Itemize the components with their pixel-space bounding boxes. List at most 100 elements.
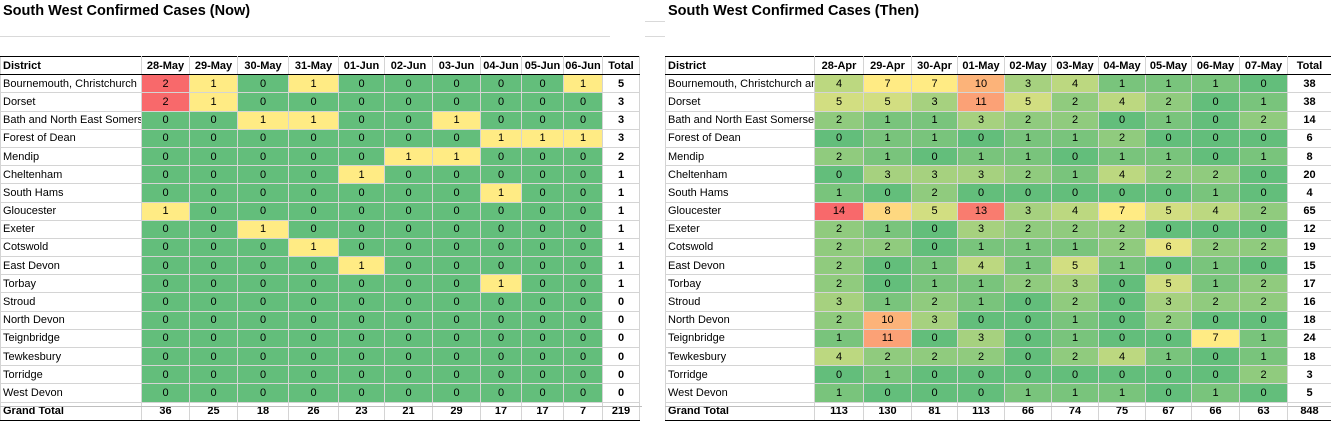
case-count-cell: 0 [1099, 275, 1146, 293]
district-name-cell: Teignbridge [666, 329, 815, 347]
case-count-cell: 0 [481, 238, 522, 256]
case-count-cell: 5 [1146, 202, 1192, 220]
case-count-cell: 3 [864, 166, 912, 184]
case-count-cell: 7 [1192, 329, 1240, 347]
case-count-cell: 3 [1146, 293, 1192, 311]
case-count-cell: 0 [1240, 184, 1288, 202]
case-count-cell: 5 [1005, 93, 1052, 111]
row-total-cell: 17 [1288, 275, 1331, 293]
case-count-cell: 4 [1052, 75, 1099, 93]
case-count-cell: 0 [339, 348, 385, 366]
case-count-cell: 0 [142, 111, 190, 129]
case-count-cell: 0 [522, 311, 564, 329]
case-count-cell: 2 [1146, 93, 1192, 111]
case-count-cell: 0 [1005, 348, 1052, 366]
date-header: 02-Jun [385, 57, 433, 75]
case-count-cell: 0 [433, 220, 481, 238]
case-count-cell: 0 [339, 366, 385, 384]
case-count-cell: 0 [385, 275, 433, 293]
case-count-cell: 0 [1146, 366, 1192, 384]
case-count-cell: 0 [385, 111, 433, 129]
case-count-cell: 0 [564, 311, 603, 329]
grand-total-cell: 63 [1240, 402, 1288, 420]
case-count-cell: 0 [564, 293, 603, 311]
row-total-cell: 1 [603, 257, 640, 275]
row-total-cell: 20 [1288, 166, 1331, 184]
grand-total-sum: 219 [603, 402, 640, 420]
case-count-cell: 3 [1052, 275, 1099, 293]
row-total-cell: 3 [603, 129, 640, 147]
case-count-cell: 0 [289, 202, 339, 220]
case-count-cell: 1 [1052, 329, 1099, 347]
row-total-cell: 0 [603, 348, 640, 366]
case-count-cell: 0 [1192, 220, 1240, 238]
case-count-cell: 1 [864, 129, 912, 147]
case-count-cell: 0 [1099, 184, 1146, 202]
row-total-cell: 0 [603, 293, 640, 311]
case-count-cell: 0 [864, 184, 912, 202]
district-name-cell: Forest of Dean [666, 129, 815, 147]
case-count-cell: 1 [1005, 384, 1052, 402]
case-count-cell: 1 [912, 129, 958, 147]
case-count-cell: 1 [1192, 384, 1240, 402]
case-count-cell: 2 [142, 75, 190, 93]
case-count-cell: 0 [385, 129, 433, 147]
case-count-cell: 1 [1146, 348, 1192, 366]
district-name-cell: South Hams [666, 184, 815, 202]
case-count-cell: 0 [190, 348, 238, 366]
case-count-cell: 4 [1052, 202, 1099, 220]
grand-total-cell: 113 [815, 402, 864, 420]
district-name-cell: North Devon [1, 311, 142, 329]
case-count-cell: 0 [1240, 311, 1288, 329]
case-count-cell: 0 [1240, 166, 1288, 184]
date-header: 01-May [958, 57, 1005, 75]
district-name-cell: Stroud [1, 293, 142, 311]
case-count-cell: 0 [433, 75, 481, 93]
case-count-cell: 1 [1052, 384, 1099, 402]
case-count-cell: 0 [142, 329, 190, 347]
case-count-cell: 0 [522, 75, 564, 93]
case-count-cell: 0 [564, 238, 603, 256]
case-count-cell: 0 [564, 111, 603, 129]
grand-total-cell: 23 [339, 402, 385, 420]
case-count-cell: 0 [142, 184, 190, 202]
case-count-cell: 0 [1099, 329, 1146, 347]
case-count-cell: 0 [190, 238, 238, 256]
district-name-cell: Stroud [666, 293, 815, 311]
case-count-cell: 0 [339, 275, 385, 293]
case-count-cell: 0 [1240, 257, 1288, 275]
row-total-cell: 4 [1288, 184, 1331, 202]
case-count-cell: 0 [289, 257, 339, 275]
case-count-cell: 0 [1146, 184, 1192, 202]
date-header: 07-May [1240, 57, 1288, 75]
grand-total-cell: 18 [238, 402, 289, 420]
case-count-cell: 2 [912, 348, 958, 366]
case-count-cell: 0 [1192, 147, 1240, 165]
case-count-cell: 0 [1099, 293, 1146, 311]
case-count-cell: 0 [1192, 348, 1240, 366]
case-count-cell: 2 [815, 275, 864, 293]
case-count-cell: 0 [958, 384, 1005, 402]
district-name-cell: Cheltenham [666, 166, 815, 184]
case-count-cell: 0 [1052, 147, 1099, 165]
district-name-cell: Mendip [1, 147, 142, 165]
case-count-cell: 0 [190, 147, 238, 165]
case-count-cell: 0 [238, 166, 289, 184]
case-count-cell: 0 [289, 93, 339, 111]
case-count-cell: 0 [289, 366, 339, 384]
case-count-cell: 0 [238, 129, 289, 147]
case-count-cell: 0 [142, 348, 190, 366]
case-count-cell: 1 [238, 111, 289, 129]
date-header: 30-May [238, 57, 289, 75]
case-count-cell: 0 [958, 129, 1005, 147]
case-count-cell: 0 [238, 384, 289, 402]
